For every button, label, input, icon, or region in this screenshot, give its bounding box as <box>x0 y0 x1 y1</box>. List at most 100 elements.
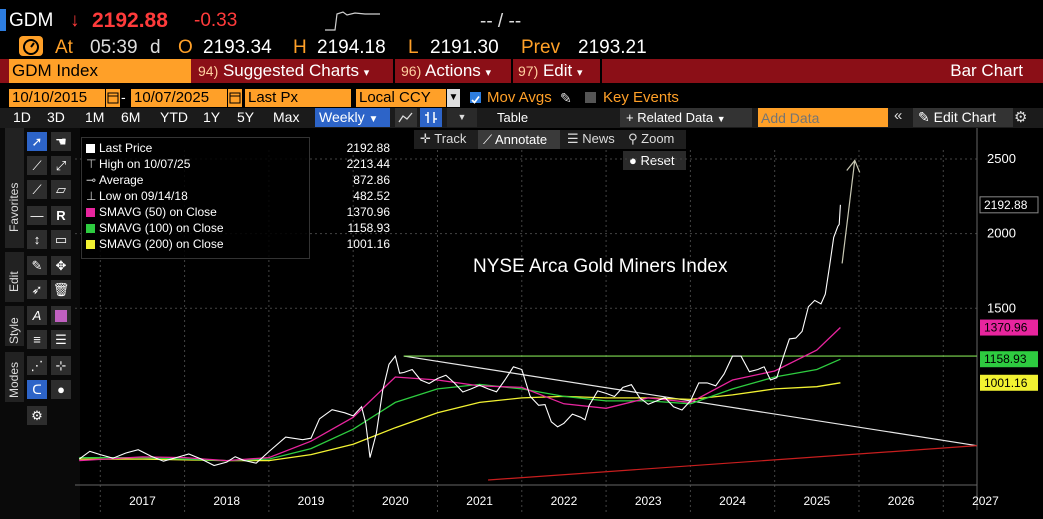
reset-button[interactable]: ● Reset <box>623 151 686 170</box>
edit-button[interactable]: 97) Edit ▾ <box>518 59 583 83</box>
legend-row[interactable]: SMAVG (50) on Close 1370.96 <box>86 205 390 220</box>
suggested-charts-button[interactable]: 94) Suggested Charts ▾ <box>198 59 369 83</box>
select-tool-icon[interactable]: ➶ <box>27 280 47 299</box>
annotate-label: Annotate <box>495 132 548 147</box>
chart-annotation-text[interactable]: NYSE Arca Gold Miners Index <box>473 256 728 277</box>
news-button[interactable]: ☰ News <box>567 131 615 147</box>
trendline-tool-icon[interactable]: ⟋ <box>27 180 47 199</box>
calendar-icon[interactable] <box>106 89 120 107</box>
legend-label: Average <box>99 173 144 187</box>
security-input[interactable]: GDM Index <box>9 59 191 83</box>
caret-down-icon: ▾ <box>577 67 583 79</box>
legend-row[interactable]: ⊸ Average 872.86 <box>86 173 390 188</box>
gear-icon[interactable]: ⚙ <box>1014 109 1028 126</box>
move-tool-icon[interactable]: ✥ <box>51 256 71 275</box>
settings-gear-icon[interactable]: ⚙ <box>27 406 47 425</box>
horizontal-line-tool-icon[interactable]: — <box>27 206 47 225</box>
period-button-3d[interactable]: 3D <box>47 109 65 125</box>
hand-tool-icon[interactable]: ☚ <box>51 132 71 151</box>
chart-style-dropdown-icon[interactable]: ▼ <box>447 108 477 127</box>
key-events-checkbox[interactable] <box>585 92 596 103</box>
line-weight-icon[interactable]: ☰ <box>51 330 71 349</box>
high-label: H <box>293 37 307 58</box>
high-marker-icon: ⊤ <box>86 157 97 171</box>
currency-dropdown-icon[interactable]: ▼ <box>447 89 460 107</box>
period-button-1y[interactable]: 1Y <box>203 109 221 125</box>
zoom-button[interactable]: ⚲ Zoom <box>628 131 674 147</box>
calendar-icon[interactable] <box>228 89 242 107</box>
gauge-icon <box>19 36 43 56</box>
caret-down-icon: ▾ <box>485 67 492 79</box>
down-arrow-icon: ↓ <box>70 10 80 31</box>
magnet-mode-icon[interactable]: ᑕ <box>27 380 47 399</box>
mov-avgs-checkbox[interactable] <box>470 92 481 104</box>
brush-tool-icon[interactable]: ✎ <box>27 256 47 275</box>
rectangle-tool-icon[interactable]: ▭ <box>51 230 71 249</box>
chart-type-label[interactable]: Bar Chart <box>950 61 1023 80</box>
actions-button[interactable]: 96) Actions ▾ <box>401 59 491 83</box>
legend-swatch-icon <box>86 144 95 153</box>
edit-chart-button[interactable]: ✎ Edit Chart <box>913 108 1013 127</box>
average-marker-icon: ⊸ <box>86 173 97 187</box>
related-data-button[interactable]: + Related Data ▼ <box>620 108 752 127</box>
legend-value: 482.52 <box>353 189 390 203</box>
side-tab-edit[interactable]: Edit <box>5 252 24 302</box>
color-swatch-icon[interactable] <box>51 306 71 325</box>
dotted-line-mode-icon[interactable]: ⋰ <box>27 356 47 375</box>
side-tab-style[interactable]: Style <box>5 306 24 346</box>
trash-icon[interactable]: 🗑 <box>51 280 71 299</box>
bar-chart-icon[interactable] <box>420 108 442 127</box>
legend-row[interactable]: SMAVG (200) on Close 1001.16 <box>86 237 390 252</box>
news-label: News <box>582 131 615 146</box>
prev-label: Prev <box>521 37 561 58</box>
text-style-icon[interactable]: A <box>27 306 47 325</box>
snap-mode-icon[interactable]: ⊹ <box>51 356 71 375</box>
y-tick-label: 2500 <box>987 151 1016 166</box>
currency-select[interactable]: Local CCY <box>356 89 446 107</box>
period-button-1d[interactable]: 1D <box>13 109 31 125</box>
line-style-icon[interactable]: ≡ <box>27 330 47 349</box>
pencil-icon[interactable]: ✎ <box>560 90 572 106</box>
x-tick-label: 2020 <box>382 494 409 508</box>
caret-down-icon: ▼ <box>368 114 379 125</box>
arrowhead <box>846 159 861 173</box>
collapse-double-chevron-icon[interactable]: « <box>894 107 903 124</box>
table-button[interactable]: Table <box>497 110 529 125</box>
ticker-symbol: GDM <box>9 10 54 31</box>
legend-row[interactable]: SMAVG (100) on Close 1158.93 <box>86 221 390 236</box>
ray-tool-icon[interactable]: ⤢ <box>51 156 71 175</box>
side-tab-modes[interactable]: Modes <box>5 352 24 402</box>
period-button-ytd[interactable]: YTD <box>160 109 188 125</box>
start-date-field[interactable]: 10/10/2015 <box>9 89 105 107</box>
series-line-smavg-200- <box>79 382 841 462</box>
line-tool-icon[interactable]: ⟋ <box>27 156 47 175</box>
period-button-6m[interactable]: 6M <box>121 109 141 125</box>
legend-value: 1158.93 <box>347 221 391 235</box>
track-button[interactable]: ✛ Track <box>420 131 466 147</box>
multicolor-mode-icon[interactable]: ● <box>51 380 71 399</box>
end-date-field[interactable]: 10/07/2025 <box>131 89 227 107</box>
add-data-input[interactable] <box>758 108 888 127</box>
line-chart-icon[interactable] <box>395 108 417 127</box>
period-button-5y[interactable]: 5Y <box>237 109 255 125</box>
legend-row[interactable]: Last Price 2192.88 <box>86 141 390 156</box>
intraday-sparkline <box>325 11 380 31</box>
price-field-select[interactable]: Last Px <box>245 89 351 107</box>
channel-tool-icon[interactable]: ▱ <box>51 180 71 199</box>
period-button-max[interactable]: Max <box>273 109 300 125</box>
side-tab-favorites[interactable]: Favorites <box>5 128 24 248</box>
frequency-select[interactable]: Weekly ▼ <box>315 108 390 127</box>
legend-row[interactable]: ⊥ Low on 09/14/18 482.52 <box>86 189 390 204</box>
annotate-button[interactable]: ⟋ Annotate <box>478 130 560 149</box>
retracement-tool-icon[interactable]: R <box>51 206 71 225</box>
quote-time: 05:39 <box>90 37 138 58</box>
vertical-line-tool-icon[interactable]: ↕ <box>27 230 47 249</box>
price-label-text: 2192.88 <box>984 198 1028 212</box>
caret-down-icon: ▼ <box>716 114 726 124</box>
price-label-box <box>980 351 1038 368</box>
period-button-1m[interactable]: 1M <box>85 109 105 125</box>
price-label-text: 1001.16 <box>984 376 1028 390</box>
pointer-tool-icon[interactable]: ➚ <box>27 132 47 151</box>
legend-row[interactable]: ⊤ High on 10/07/25 2213.44 <box>86 157 390 172</box>
